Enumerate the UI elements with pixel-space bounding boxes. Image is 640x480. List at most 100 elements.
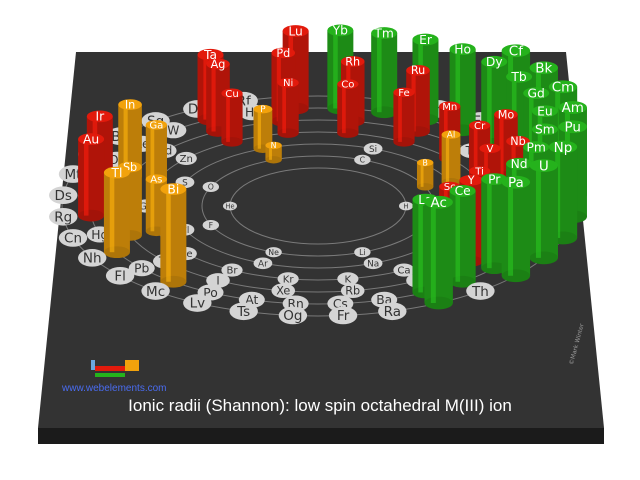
bar-Pa [501,182,531,276]
bar-top-Ag [206,58,230,70]
element-Cu: Cu [221,88,243,147]
element-Rb: Rb [340,283,365,299]
bar-top-Np [548,140,578,154]
site-link[interactable]: www.webelements.com [62,383,167,394]
element-Pr: Pr [481,172,508,275]
element-Al: Al [441,130,461,187]
bar-highlight-In [123,104,128,177]
bar-highlight-Tm [377,33,382,113]
bar-highlight-P [257,109,262,149]
bar-highlight-Dy [487,61,492,144]
element-Rg: Rg [49,207,78,226]
disk-Zn [175,151,197,166]
disk-Ne [265,247,282,258]
label-Th: Th [471,284,489,300]
bar-Au [78,139,105,216]
element-I: I [206,273,230,288]
disk-I [206,273,230,288]
bar-top-Fe [393,87,415,98]
bar-Ce [449,190,476,282]
element-K: K [337,272,359,286]
bar-top-Cm [548,80,578,94]
label-Zn: Zn [180,154,193,165]
label-Dy: Dy [486,55,503,69]
label-Eu: Eu [537,104,553,118]
element-U: U [529,158,558,265]
bar-U [529,165,558,258]
label-Kr: Kr [283,274,295,285]
element-Co: Co [337,79,359,138]
label-Gd: Gd [528,86,545,100]
bar-top-As [145,174,167,184]
label-Fl: Fl [114,269,126,285]
label-Cn: Cn [64,231,82,247]
disk-Pb [128,260,155,277]
label-O: O [208,183,214,192]
webelements-logo [91,360,139,377]
bar-highlight-Cr [473,125,478,181]
bar-top-Cf [501,44,531,58]
label-Ga: Ga [149,120,163,131]
bar-top-Eu [531,105,558,118]
element-Tm: Tm [371,26,398,119]
bar-highlight-Al [445,134,450,183]
bar-highlight-As [150,179,155,232]
label-Ne: Ne [268,248,279,257]
label-C: C [360,156,366,165]
element-Kr: Kr [277,272,299,286]
disk-Rg [49,207,78,226]
element-O: O [202,181,220,192]
label-Al: Al [447,131,456,141]
bar-top-U [529,159,558,172]
element-Fr: Fr [328,306,358,325]
label-Mt: Mt [65,167,82,183]
element-Bi: Bi [160,182,187,288]
chart-title: Ionic radii (Shannon): low spin octahedr… [128,396,512,415]
element-Ts: Ts [229,302,258,321]
element-Au: Au [78,132,105,222]
bar-top-Bi [160,183,187,195]
bar-Cu [221,93,243,142]
bar-Al [441,134,461,183]
label-Lv: Lv [190,296,206,312]
label-Ra: Ra [384,304,401,320]
label-Ag: Ag [211,58,226,71]
element-Ar: Ar [253,257,273,269]
disk-Kr [277,272,299,286]
bar-top-V [479,143,501,154]
label-Rh: Rh [345,55,360,68]
disk-Si [363,142,383,155]
element-Ni: Ni [277,77,299,138]
bar-Tl [103,172,130,253]
label-Am: Am [562,100,584,116]
bar-top-Co [337,79,359,89]
disk-Th [466,282,495,300]
element-Si: Si [363,142,383,155]
bar-Tm [371,33,398,113]
disk-F [202,220,220,231]
disk-O [202,181,220,192]
label-Xe: Xe [276,285,290,298]
bar-top-Dy [481,55,508,68]
label-He: He [225,202,234,210]
element-Th: Th [466,282,495,300]
element-He: He [223,201,237,211]
label-I: I [216,274,219,287]
label-Po: Po [203,286,218,300]
label-Ca: Ca [397,266,410,277]
bar-highlight-Gd [529,93,534,178]
bar-highlight-Ni [282,82,287,134]
bar-top-Ac [424,195,453,209]
label-Cr: Cr [474,121,486,132]
disk-Ca [393,263,415,277]
disk-Li [354,247,371,258]
label-Er: Er [419,33,433,47]
label-Og: Og [283,308,302,324]
element-Tl: Tl [103,166,130,259]
bar-top-Nb [506,135,530,147]
bar-base-Pa [501,269,531,283]
label-Np: Np [554,140,573,156]
label-Lu: Lu [288,24,302,38]
bar-top-Tb [506,70,533,83]
label-As: As [150,175,162,186]
